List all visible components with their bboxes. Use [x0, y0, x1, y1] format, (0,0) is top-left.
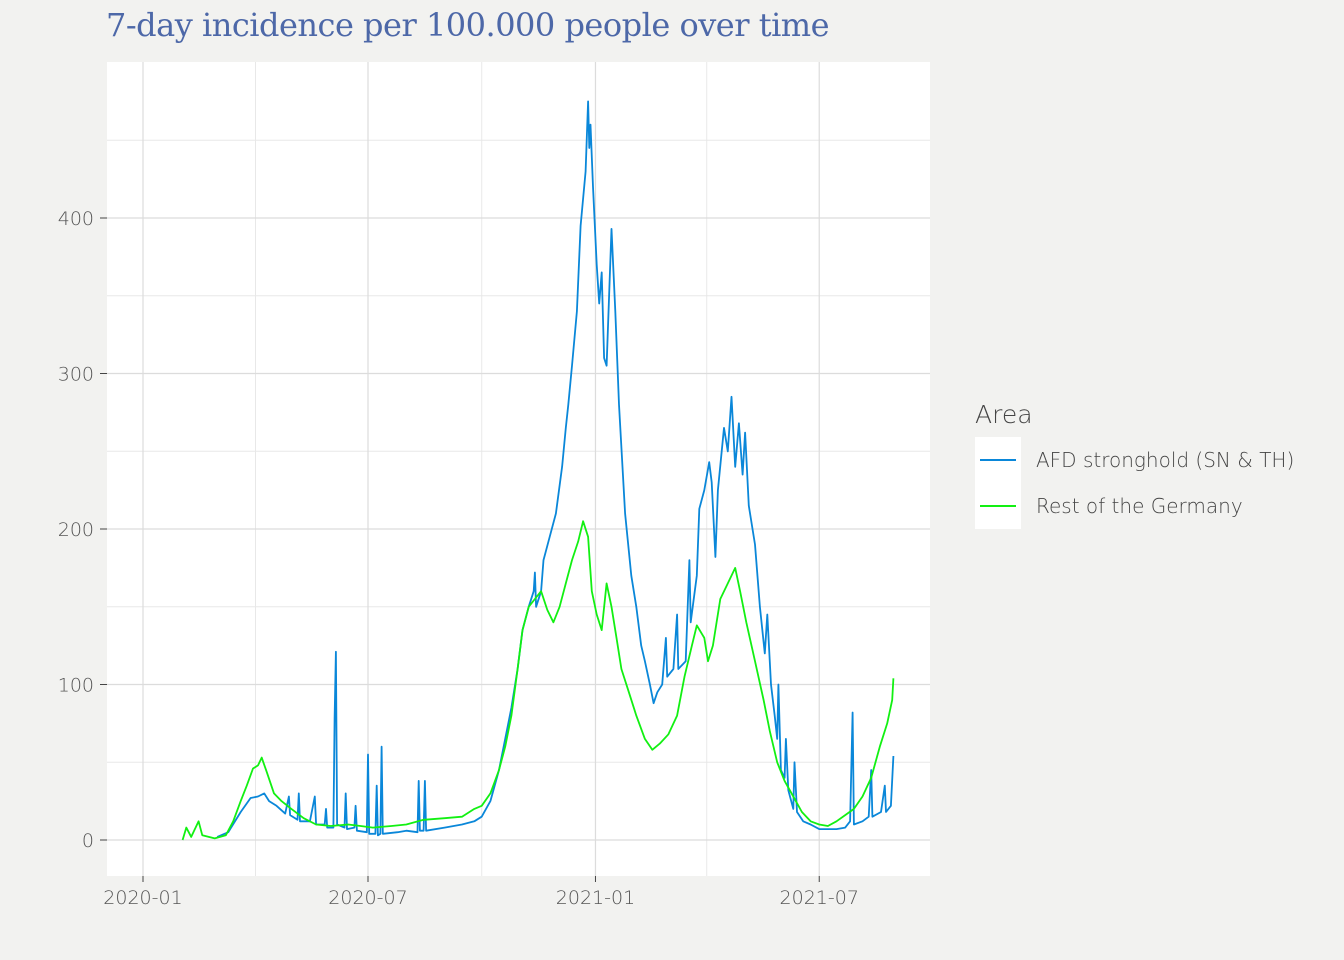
- gridlines: [107, 62, 930, 876]
- x-tick-label: 2021-07: [780, 887, 859, 909]
- axis-ticks: 0 100 200 300 400 2020-01 2020-07 2021-01 2021-0…: [58, 208, 859, 909]
- legend: Area AFD stronghold (SN & TH) Rest of th…: [975, 400, 1294, 529]
- legend-key-afd: [975, 437, 1021, 483]
- legend-title: Area: [975, 400, 1033, 429]
- legend-key-rest: [975, 483, 1021, 529]
- y-tick-label: 400: [58, 208, 94, 230]
- legend-label: Rest of the Germany: [1036, 494, 1243, 518]
- x-tick-label: 2020-07: [328, 887, 407, 909]
- y-tick-label: 300: [58, 364, 94, 386]
- chart-title: 7-day incidence per 100.000 people over …: [106, 6, 830, 44]
- y-tick-label: 100: [58, 675, 94, 697]
- plot-panel: [107, 62, 930, 876]
- y-tick-label: 0: [82, 830, 94, 852]
- legend-label: AFD stronghold (SN & TH): [1036, 448, 1295, 472]
- y-tick-label: 200: [58, 519, 94, 541]
- legend-item-afd: AFD stronghold (SN & TH): [975, 437, 1294, 483]
- series-line-afd-stronghold: [216, 100, 895, 838]
- x-tick-label: 2021-01: [556, 887, 635, 909]
- x-tick-label: 2020-01: [103, 887, 182, 909]
- legend-item-rest: Rest of the Germany: [975, 483, 1294, 529]
- series-line-rest-of-germany: [181, 520, 895, 841]
- series-lines: [181, 100, 895, 841]
